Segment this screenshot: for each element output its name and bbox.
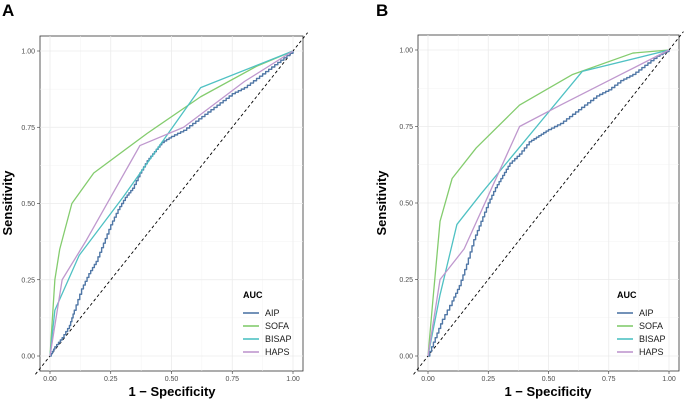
legend-label-aip: AIP — [265, 308, 280, 318]
y-tick-label: 1.00 — [21, 49, 35, 56]
x-tick-label: 1.00 — [286, 376, 300, 383]
roc-line-aip — [50, 51, 294, 357]
grid — [40, 36, 303, 371]
x-tick-label: 0.75 — [602, 376, 616, 383]
x-tick-label: 0.50 — [542, 376, 556, 383]
y-tick-label: 0.50 — [21, 201, 35, 208]
y-tick-label: 0.00 — [399, 354, 413, 361]
roc-panel-a: A 0.00 0.25 0.50 0.75 1.00 0.00 0.25 0.50 0.75 1.… — [0, 0, 340, 403]
y-tick-label: 0.25 — [21, 277, 35, 284]
x-axis-title: 1 − Specificity — [504, 384, 592, 399]
y-axis-title: Sensitivity — [0, 170, 15, 236]
roc-chart-a: 0.00 0.25 0.50 0.75 1.00 0.00 0.25 0.50 0.75 1.00… — [0, 32, 308, 399]
roc-line-sofa — [49, 50, 294, 357]
roc-line-aip — [428, 50, 670, 357]
roc-line-haps — [49, 50, 294, 357]
grid — [418, 35, 679, 371]
y-axis-title: Sensitivity — [374, 170, 389, 236]
panel-label-a: A — [2, 1, 15, 20]
legend-label-sofa: SOFA — [639, 321, 663, 331]
roc-line-bisap — [49, 50, 294, 357]
reference-diagonal-line — [35, 32, 308, 375]
roc-line-bisap — [427, 49, 670, 357]
x-tick-label: 0.25 — [104, 376, 118, 383]
x-tick-label: 0.00 — [421, 376, 435, 383]
legend-label-haps: HAPS — [639, 347, 664, 357]
panel-label-b: B — [376, 1, 389, 20]
roc-line-sofa — [427, 49, 670, 357]
legend-title: AUC — [617, 290, 637, 300]
legend-label-bisap: BISAP — [265, 334, 292, 344]
legend-title: AUC — [243, 290, 263, 300]
y-tick-label: 0.00 — [21, 354, 35, 361]
legend-label-aip: AIP — [639, 308, 654, 318]
legend-label-sofa: SOFA — [265, 321, 289, 331]
y-tick-label: 0.50 — [399, 201, 413, 208]
x-tick-label: 0.75 — [225, 376, 239, 383]
reference-diagonal-line — [413, 31, 684, 375]
legend-label-bisap: BISAP — [639, 334, 666, 344]
x-tick-label: 1.00 — [662, 376, 676, 383]
y-tick-label: 1.00 — [399, 48, 413, 55]
roc-line-haps — [427, 49, 670, 357]
x-tick-label: 0.50 — [165, 376, 179, 383]
y-tick-label: 0.25 — [399, 277, 413, 284]
roc-panel-b: B 0.00 0.25 0.50 0.75 1.00 0.00 0.25 0.50 0.75 1.… — [374, 0, 685, 403]
y-tick-label: 0.75 — [21, 125, 35, 132]
x-tick-label: 0.00 — [43, 376, 57, 383]
x-tick-label: 0.25 — [481, 376, 495, 383]
legend-label-haps: HAPS — [265, 347, 290, 357]
x-axis-title: 1 − Specificity — [128, 384, 216, 399]
roc-chart-b: 0.00 0.25 0.50 0.75 1.00 0.00 0.25 0.50 0.75 1.00… — [374, 31, 684, 399]
y-tick-label: 0.75 — [399, 124, 413, 131]
